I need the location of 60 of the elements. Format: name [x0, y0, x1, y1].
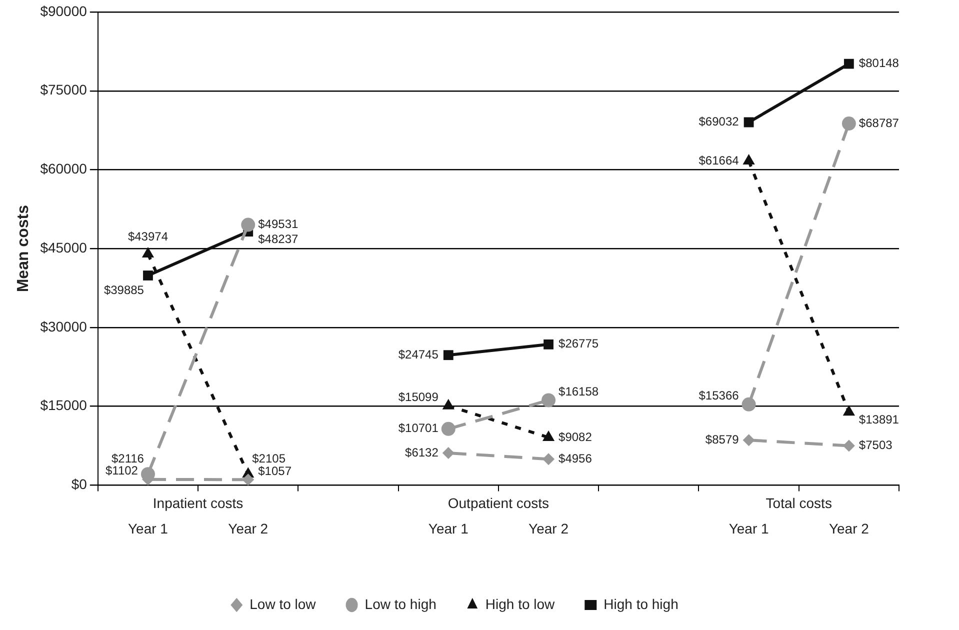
y-tick-label: $0	[71, 476, 88, 492]
y-tick-label: $45000	[40, 239, 88, 256]
data-label: $80148	[858, 56, 900, 70]
y-tick-label: $60000	[40, 160, 88, 177]
data-label: $43974	[128, 229, 168, 244]
legend-label: Low to low	[250, 596, 317, 612]
data-label: $8579	[705, 432, 740, 446]
data-label: $4956	[558, 451, 592, 466]
point	[742, 397, 756, 412]
text: Total costs	[766, 495, 832, 512]
point	[542, 453, 555, 466]
data-label: $68787	[858, 116, 900, 130]
data-label: $1102	[106, 464, 138, 478]
point	[441, 422, 456, 436]
data-label: $24745	[398, 347, 439, 362]
data-label: $9082	[558, 430, 592, 444]
point	[143, 270, 153, 280]
legend-label: Low to high	[364, 596, 436, 612]
data-label: $2116	[112, 451, 144, 466]
data-label: $15099	[398, 390, 439, 404]
data-label: $48237	[258, 232, 298, 246]
data-label: $2105	[252, 451, 286, 466]
point	[842, 440, 855, 452]
data-label: $26775	[558, 336, 599, 351]
point	[842, 116, 856, 131]
text: Outpatient costs	[448, 495, 550, 512]
point	[844, 58, 854, 69]
x-tick-label: Year 2	[828, 520, 870, 536]
data-label: $49531	[258, 217, 298, 232]
data-label: $1057	[258, 464, 292, 478]
point	[241, 218, 256, 232]
point	[442, 446, 454, 459]
data-label: $39885	[104, 282, 144, 297]
y-tick-label: $90000	[40, 2, 88, 19]
x-tick-label: Year 2	[528, 520, 569, 536]
data-label: $6132	[405, 445, 439, 460]
y-tick-label: $15000	[40, 397, 88, 414]
text: Inpatient costs	[152, 495, 244, 512]
x-tick-label: Year 2	[228, 520, 268, 536]
point	[744, 117, 754, 128]
data-label: $13891	[858, 412, 900, 426]
x-tick-label: Year 1	[428, 520, 469, 536]
data-label: $69032	[698, 114, 740, 129]
point	[544, 339, 554, 350]
data-label: $16158	[558, 384, 599, 399]
data-label: $15366	[698, 388, 740, 403]
data-label: $7503	[858, 438, 893, 452]
data-label: $10701	[398, 421, 439, 436]
legend-label: High to high	[604, 596, 678, 612]
y-tick-label: $75000	[40, 82, 88, 98]
point	[542, 393, 556, 408]
point	[443, 350, 454, 360]
x-tick-label: Year 1	[728, 520, 769, 536]
legend-label: High to low	[485, 596, 556, 612]
x-tick-label: Year 1	[128, 520, 168, 536]
data-label: $61664	[698, 153, 740, 168]
y-tick-label: $30000	[40, 318, 88, 334]
y-axis-title: Mean costs	[15, 204, 32, 292]
point	[242, 474, 254, 486]
point	[742, 434, 755, 446]
